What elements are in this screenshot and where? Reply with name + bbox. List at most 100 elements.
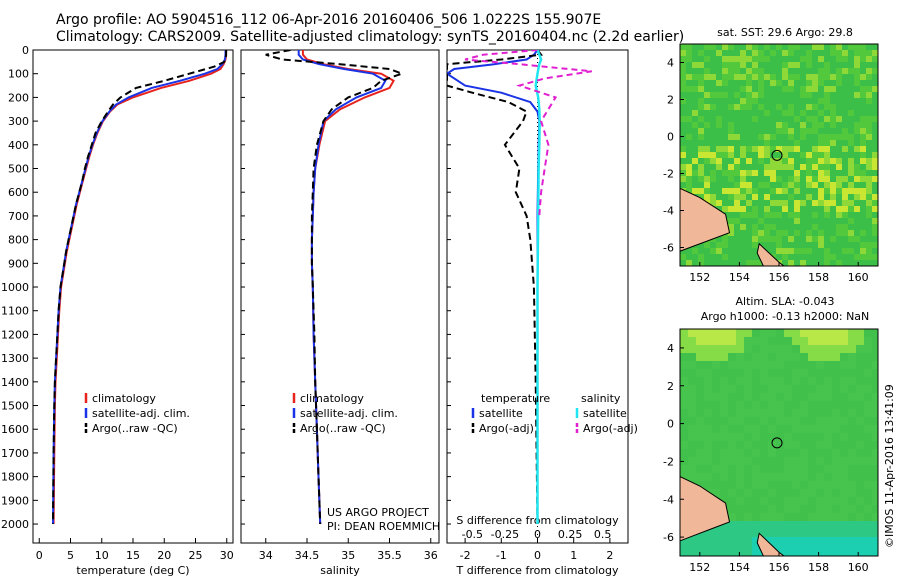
legend-label: climatology bbox=[92, 392, 156, 405]
x-tick-label: 15 bbox=[126, 549, 140, 562]
x-axis-label: temperature (deg C) bbox=[76, 564, 189, 577]
x-tick-label: 34.5 bbox=[295, 549, 320, 562]
y-tick-label: 1900 bbox=[1, 494, 29, 507]
map-x-tick-label: 152 bbox=[689, 271, 710, 284]
map-x-tick-label: 158 bbox=[808, 561, 829, 574]
map-x-tick-label: 154 bbox=[729, 271, 750, 284]
y-tick-label: 400 bbox=[8, 139, 29, 152]
y-tick-label: 800 bbox=[8, 234, 29, 247]
map-title: Altim. SLA: -0.043 bbox=[735, 295, 834, 308]
plot-frame bbox=[240, 49, 440, 544]
legend-group-temperature: temperature bbox=[481, 392, 550, 405]
sla-map-panel: 152 154 156 158 160 4 2 0 -2 -4 -6 Altim. SLA: -0.0… bbox=[663, 295, 879, 574]
legend-group-salinity: salinity bbox=[581, 392, 621, 405]
y-tick-label: 900 bbox=[8, 257, 29, 270]
series-line-salinity-argo-adj- bbox=[464, 50, 592, 216]
map-x-tick-label: 160 bbox=[848, 561, 869, 574]
pi-credit: PI: DEAN ROEMMICH bbox=[327, 520, 440, 533]
y-tick-label: 1600 bbox=[1, 423, 29, 436]
map-y-tick-label: 2 bbox=[667, 380, 674, 393]
figure-title-line-2: Climatology: CARS2009. Satellite-adjuste… bbox=[56, 29, 685, 45]
argo-position-marker bbox=[771, 437, 783, 449]
argo-position-marker bbox=[771, 149, 783, 161]
y-tick-label: 1700 bbox=[1, 447, 29, 460]
series-line-argo-raw-qc- bbox=[265, 50, 405, 525]
y-tick-label: 1500 bbox=[1, 400, 29, 413]
land-mass bbox=[756, 532, 785, 556]
x2-tick-label: 0.5 bbox=[594, 528, 612, 541]
map-field bbox=[680, 44, 878, 266]
x-tick-label: 35.5 bbox=[377, 549, 402, 562]
map-y-tick-label: 4 bbox=[667, 342, 674, 355]
x-tick-label: 10 bbox=[95, 549, 109, 562]
x-tick-label: 0 bbox=[534, 549, 541, 562]
y-tick-label: 0 bbox=[22, 44, 29, 57]
project-credit: US ARGO PROJECT bbox=[327, 506, 429, 519]
y-tick-label: 200 bbox=[8, 91, 29, 104]
land-mass bbox=[680, 187, 731, 252]
map-y-tick-label: -6 bbox=[663, 531, 674, 544]
y-tick-label: 1200 bbox=[1, 328, 29, 341]
plot-frame bbox=[32, 49, 234, 544]
y-tick-label: 1300 bbox=[1, 352, 29, 365]
map-y-tick-label: -2 bbox=[663, 168, 674, 181]
land-mass bbox=[680, 475, 731, 542]
map-x-tick-label: 160 bbox=[848, 271, 869, 284]
x-tick-label: 0 bbox=[36, 549, 43, 562]
series-line-temperature-argo-adj- bbox=[447, 50, 543, 525]
y-tick-label: 100 bbox=[8, 68, 29, 81]
x-tick-label: 1 bbox=[570, 549, 577, 562]
legend-label: satellite-adj. clim. bbox=[300, 407, 398, 420]
x-tick-label: 5 bbox=[67, 549, 74, 562]
map-title: sat. SST: 29.6 Argo: 29.8 bbox=[717, 26, 853, 39]
x-axis-label: T difference from climatology bbox=[456, 564, 619, 577]
legend-label: satellite bbox=[583, 407, 627, 420]
x-tick-label: 30 bbox=[220, 549, 234, 562]
map-y-tick-label: -4 bbox=[663, 493, 674, 506]
map-x-tick-label: 152 bbox=[689, 561, 710, 574]
x-tick-label: 25 bbox=[189, 549, 203, 562]
legend-label: satellite bbox=[479, 407, 523, 420]
x-tick-label: 35 bbox=[341, 549, 355, 562]
map-y-tick-label: -2 bbox=[663, 455, 674, 468]
x-tick-label: 2 bbox=[606, 549, 613, 562]
legend-label: climatology bbox=[300, 392, 364, 405]
y-tick-label: 1000 bbox=[1, 281, 29, 294]
y-tick-label: 1100 bbox=[1, 305, 29, 318]
series-line-argo-raw-qc- bbox=[52, 50, 228, 525]
map-field bbox=[680, 329, 878, 556]
map-y-tick-label: -4 bbox=[663, 205, 674, 218]
y-tick-label: 300 bbox=[8, 115, 29, 128]
x-tick-label: -2 bbox=[460, 549, 471, 562]
map-x-tick-label: 156 bbox=[769, 271, 790, 284]
legend-label: Argo(-adj) bbox=[479, 422, 534, 435]
y-tick-label: 1400 bbox=[1, 376, 29, 389]
map-y-tick-label: -6 bbox=[663, 242, 674, 255]
legend-label: Argo(..raw -QC) bbox=[92, 422, 178, 435]
sst-map-panel: 152 154 156 158 160 4 2 0 -2 -4 -6 sat. SST: 29.6 A… bbox=[663, 26, 879, 284]
x-tick-label: 34 bbox=[259, 549, 273, 562]
salinity-profile-panel: 34 34.5 35 35.5 36 salinity climatology satelli… bbox=[240, 49, 440, 577]
map-y-tick-label: 0 bbox=[667, 131, 674, 144]
map-subtitle: Argo h1000: -0.13 h2000: NaN bbox=[701, 310, 870, 323]
legend-label: satellite-adj. clim. bbox=[92, 407, 190, 420]
y-tick-label: 1800 bbox=[1, 471, 29, 484]
x-axis-label: salinity bbox=[320, 564, 360, 577]
legend-label: Argo(-adj) bbox=[583, 422, 638, 435]
map-x-tick-label: 158 bbox=[808, 271, 829, 284]
land-mass bbox=[756, 242, 785, 266]
x-tick-label: -1 bbox=[496, 549, 507, 562]
y-tick-label: 600 bbox=[8, 186, 29, 199]
map-x-tick-label: 156 bbox=[769, 561, 790, 574]
x2-tick-label: -0.5 bbox=[462, 528, 483, 541]
x2-tick-label: -0.25 bbox=[491, 528, 519, 541]
y-tick-label: 500 bbox=[8, 163, 29, 176]
x-tick-label: 20 bbox=[157, 549, 171, 562]
map-x-tick-label: 154 bbox=[729, 561, 750, 574]
x-tick-label: 36 bbox=[424, 549, 438, 562]
figure-title-line-1: Argo profile: AO 5904516_112 06-Apr-2016… bbox=[56, 12, 602, 28]
series-line-salinity-satellite bbox=[534, 50, 543, 524]
map-y-tick-label: 4 bbox=[667, 57, 674, 70]
